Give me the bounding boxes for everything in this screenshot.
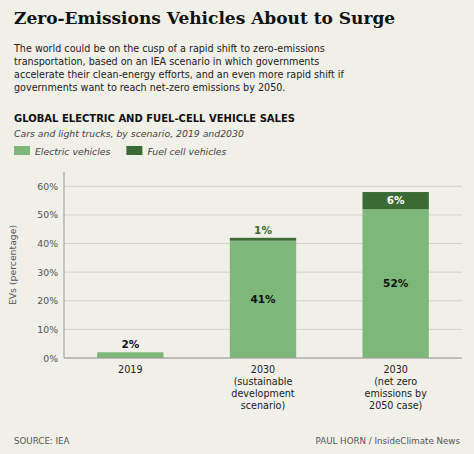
text-line: 2050 case)	[369, 400, 422, 411]
y-tick-label: 50%	[37, 209, 58, 220]
x-tick-label: 2030(sustainabledevelopmentscenario)	[231, 364, 295, 411]
y-axis-line	[64, 172, 65, 358]
text-line: governments want to reach net-zero emiss…	[14, 82, 285, 93]
title: Zero-Emissions Vehicles About to Surge	[14, 8, 395, 28]
bar	[363, 192, 429, 209]
text-line: scenario)	[241, 400, 285, 411]
x-tick-label: 2030(net zeroemissions by2050 case)	[364, 364, 427, 411]
data-label: 41%	[250, 293, 276, 305]
bar	[230, 238, 296, 241]
text-line: emissions by	[364, 388, 427, 399]
text-line: The world could be on the cusp of a rapi…	[13, 43, 325, 54]
text-line: transportation, based on an IEA scenario…	[14, 56, 319, 67]
text-line: (net zero	[374, 376, 417, 387]
y-tick-label: 20%	[37, 295, 58, 306]
legend-label: Fuel cell vehicles	[147, 146, 226, 157]
data-label: 2%	[121, 338, 139, 350]
grid-line	[64, 186, 462, 187]
data-label: 1%	[254, 224, 272, 236]
chart-subtitle: Cars and light trucks, by scenario, 2019…	[14, 128, 244, 139]
legend-swatch	[126, 146, 142, 155]
text-line: 2030	[251, 364, 275, 375]
grid-line	[64, 358, 462, 359]
background	[0, 0, 474, 454]
text-line: development	[231, 388, 295, 399]
bar	[97, 352, 163, 353]
bar	[97, 352, 163, 358]
legend-label: Electric vehicles	[35, 146, 111, 157]
x-tick-label: 2019	[118, 364, 142, 375]
x-axis-line	[64, 358, 462, 359]
subtitle: The world could be on the cusp of a rapi…	[13, 43, 345, 93]
data-label: 52%	[383, 277, 409, 289]
text-line: 2030	[383, 364, 407, 375]
text-line: accelerate their clean-energy efforts, a…	[14, 69, 345, 80]
y-tick-label: 10%	[37, 324, 58, 335]
y-tick-label: 40%	[37, 238, 58, 249]
y-axis-label: EVs (percentage)	[7, 225, 18, 305]
credit: PAUL HORN / InsideClimate News	[316, 436, 461, 446]
text-line: (sustainable	[234, 376, 293, 387]
bar	[363, 209, 429, 358]
bars	[97, 192, 429, 358]
source: SOURCE: IEA	[14, 436, 70, 446]
legend-swatch	[14, 146, 30, 155]
chart-title: GLOBAL ELECTRIC AND FUEL-CELL VEHICLE SA…	[14, 113, 295, 124]
chart-root: Zero-Emissions Vehicles About to Surge Th…	[0, 0, 474, 454]
bar	[230, 241, 296, 358]
data-label: 6%	[387, 194, 405, 206]
text-line: 2019	[118, 364, 142, 375]
y-tick-label: 60%	[37, 181, 58, 192]
y-tick-label: 30%	[37, 267, 58, 278]
y-tick-label: 0%	[43, 353, 58, 364]
